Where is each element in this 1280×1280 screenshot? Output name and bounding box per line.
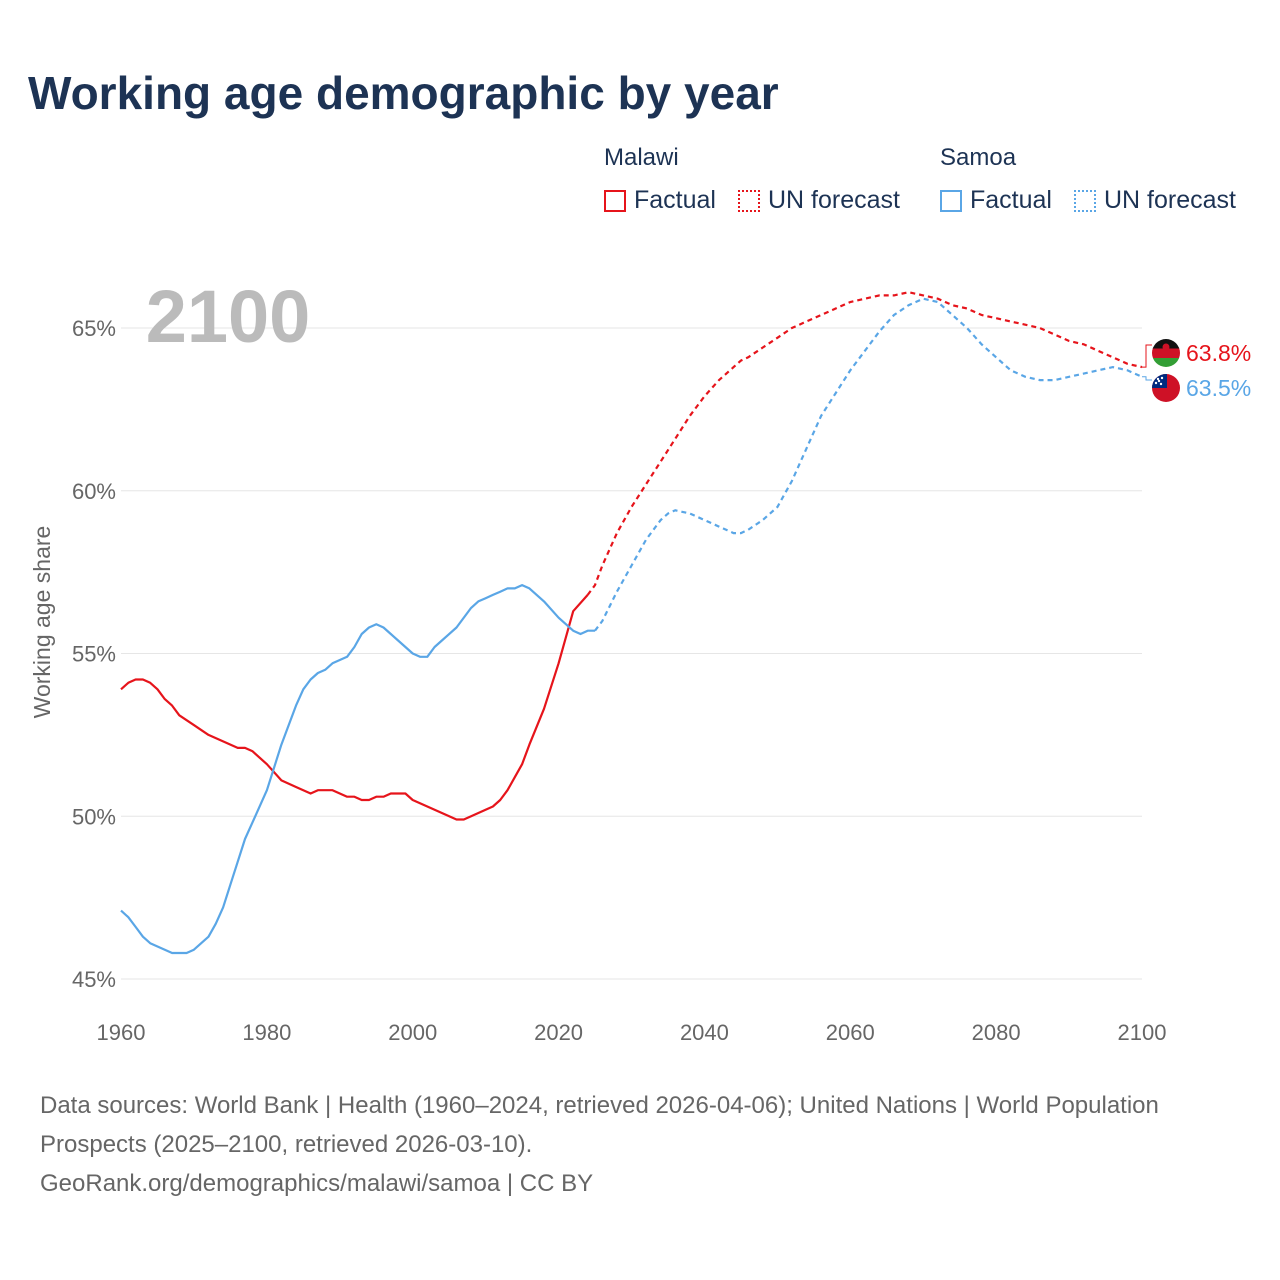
y-tick-label: 45% [72,967,116,992]
legend-malawi-factual[interactable]: Factual [604,186,716,215]
legend-group-samoa: Samoa [940,144,1017,171]
samoa-leader-line [1142,376,1152,381]
x-tick-label: 2000 [388,1020,437,1045]
x-tick-label: 2100 [1118,1020,1167,1045]
y-tick-label: 60% [72,479,116,504]
legend-label: UN forecast [1104,186,1236,214]
legend-group-malawi: Malawi [604,144,679,171]
y-tick-label: 55% [72,642,116,667]
legend-samoa-forecast[interactable]: UN forecast [1074,186,1236,215]
legend-swatch-dotted-icon [1074,189,1096,212]
x-tick-label: 1980 [242,1020,291,1045]
y-axis-label: Working age share [29,526,55,719]
data-sources: Data sources: World Bank | Health (1960–… [40,1092,1159,1158]
y-tick-label: 50% [72,804,116,829]
y-tick-label: 65% [72,316,116,341]
legend-samoa-factual[interactable]: Factual [940,186,1052,215]
line-chart: 2100 Working age share 45% 50% 55% 60% 65% 1… [29,275,1251,1045]
legend-label: UN forecast [768,186,900,214]
x-tick-label: 2020 [534,1020,583,1045]
malawi-factual-line[interactable] [120,594,589,821]
y-axis-ticks: 45% 50% 55% 60% 65% [72,316,116,992]
samoa-end-value-label: 63.5% [1186,375,1251,401]
x-tick-label: 2060 [826,1020,875,1045]
samoa-flag-icon [1152,374,1180,402]
series-lines [120,291,1143,955]
legend-label: Factual [634,186,716,214]
page-title: Working age demographic by year [28,67,779,119]
legend-malawi-forecast[interactable]: UN forecast [738,186,900,215]
malawi-leader-line [1142,344,1152,368]
source-link[interactable]: GeoRank.org/demographics/malawi/samoa | … [40,1170,594,1197]
x-axis-ticks: 1960 1980 2000 2020 2040 2060 2080 2100 [97,1020,1167,1045]
year-watermark: 2100 [146,275,311,358]
malawi-flag-icon [1152,339,1180,367]
x-tick-label: 2040 [680,1020,729,1045]
malawi-forecast-line[interactable] [586,291,1143,596]
gridlines [121,327,1142,980]
legend-swatch-solid-icon [604,189,626,212]
legend-label: Factual [970,186,1052,214]
x-tick-label: 2080 [972,1020,1021,1045]
samoa-factual-line[interactable] [120,583,595,955]
legend-swatch-solid-icon [940,189,962,212]
end-labels: 63.8% 63.5% [1142,339,1251,402]
footer: Data sources: World Bank | Health (1960–… [40,1086,1240,1203]
x-tick-label: 1960 [97,1020,146,1045]
samoa-forecast-line[interactable] [594,297,1143,632]
malawi-end-value-label: 63.8% [1186,340,1251,366]
legend-swatch-dotted-icon [738,189,760,212]
